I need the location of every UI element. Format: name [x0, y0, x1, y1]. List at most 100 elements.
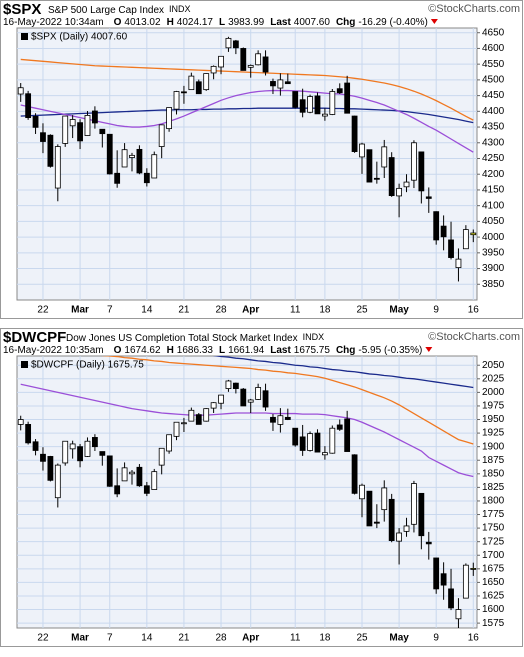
candle-body: [218, 394, 224, 404]
candle-body: [284, 416, 291, 420]
candle-body: [470, 568, 477, 570]
quote-value: -16.29 (-0.40%): [358, 17, 427, 28]
x-tick-label: 28: [215, 633, 227, 644]
quote-label: H: [167, 17, 174, 28]
candle-body: [336, 424, 343, 430]
candle-body: [396, 532, 402, 542]
candle-body: [181, 91, 187, 94]
datetime: 16-May-2022 10:35am: [3, 345, 104, 356]
y-tick-label: 1575: [482, 618, 505, 629]
y-tick-label: 4650: [482, 27, 505, 38]
candle-body: [210, 65, 217, 74]
candle-body: [247, 65, 254, 68]
y-tick-label: 1600: [482, 604, 505, 615]
candle-body: [173, 91, 180, 110]
quote-label: Last: [270, 345, 291, 356]
candle-body: [99, 128, 106, 135]
plot-background: [16, 355, 478, 629]
quote-value: 4013.02: [124, 17, 161, 28]
candle-body: [47, 134, 54, 167]
candle-body: [322, 452, 328, 456]
x-tick-label: 14: [141, 305, 153, 316]
index-name: Dow Jones US Completion Total Stock Mark…: [66, 332, 324, 343]
x-tick-label: 18: [319, 305, 331, 316]
candle-body: [47, 456, 54, 481]
candle-body: [17, 87, 24, 95]
change-arrow: [425, 347, 433, 352]
candle-body: [329, 427, 336, 454]
candle-body: [151, 154, 158, 179]
candle-body: [181, 422, 187, 425]
quote-value: 1686.33: [177, 345, 214, 356]
datetime: 16-May-2022 10:34am: [3, 17, 104, 28]
candle-body: [188, 409, 195, 422]
candle-body: [455, 258, 462, 269]
legend-swatch: [21, 361, 28, 368]
candle-body: [351, 115, 358, 152]
candle-body: [322, 113, 328, 117]
x-tick-label: 9: [433, 633, 439, 644]
candle-body: [32, 115, 39, 128]
candle-body: [359, 484, 365, 500]
candle-body: [292, 427, 299, 446]
candle-body: [136, 466, 143, 487]
candle-body: [203, 408, 210, 422]
y-tick-label: 3900: [482, 263, 505, 274]
candle-body: [388, 157, 395, 197]
x-tick-label: Mar: [71, 305, 89, 316]
candle-body: [106, 133, 113, 175]
candle-body: [277, 415, 284, 425]
candle-body: [299, 99, 306, 113]
candle-body: [143, 172, 150, 184]
candle-body: [106, 455, 113, 487]
x-tick-label: May: [389, 633, 409, 644]
candle-body: [403, 525, 410, 532]
candle-body: [262, 56, 269, 73]
watermark: ©StockCharts.com: [428, 331, 520, 343]
candle-body: [329, 91, 336, 115]
y-tick-label: 3850: [482, 279, 505, 290]
quote-label: Chg: [336, 17, 355, 28]
candle-body: [418, 492, 425, 537]
legend-swatch: [21, 33, 28, 40]
candle-body: [344, 82, 351, 114]
y-tick-label: 4300: [482, 137, 505, 148]
candle-body: [388, 498, 395, 541]
candle-body: [373, 177, 380, 180]
candle-body: [114, 172, 121, 184]
candle-body: [462, 564, 469, 599]
symbol: $SPX: [3, 1, 41, 18]
candle-body: [359, 143, 365, 158]
y-tick-label: 4600: [482, 43, 505, 54]
exchange: INDX: [169, 4, 191, 14]
exchange: INDX: [303, 332, 325, 342]
candle-body: [40, 132, 46, 142]
panel-border: [0, 328, 523, 647]
watermark: ©StockCharts.com: [428, 3, 520, 15]
quote-value: 1674.62: [124, 345, 161, 356]
y-tick-label: 2025: [482, 373, 505, 384]
plot-clip-group: [17, 356, 477, 628]
candle-body: [121, 149, 128, 168]
y-tick-label: 1900: [482, 441, 505, 452]
legend-label: $SPX (Daily) 4007.60: [31, 32, 128, 43]
candle-body: [240, 388, 247, 407]
quote-label: Last: [270, 17, 291, 28]
moving-average-line: [20, 58, 474, 121]
candle-body: [92, 110, 98, 124]
quote-label: H: [167, 345, 174, 356]
quote-line: 16-May-2022 10:34am O 4013.02 H 4024.17 L 3983…: [3, 17, 428, 28]
quote-line: 16-May-2022 10:35am O 1674.62 H 1686.33 L 1661…: [3, 345, 422, 356]
candle-body: [284, 81, 291, 85]
candle-body: [218, 55, 224, 68]
y-tick-label: 1950: [482, 414, 505, 425]
y-tick-label: 4500: [482, 75, 505, 86]
x-tick-label: 9: [433, 305, 439, 316]
candle-body: [84, 115, 91, 136]
candle-body: [418, 151, 425, 192]
candle-body: [396, 187, 402, 197]
candle-body: [188, 75, 195, 91]
candle-body: [277, 79, 284, 89]
y-tick-label: 4250: [482, 153, 505, 164]
